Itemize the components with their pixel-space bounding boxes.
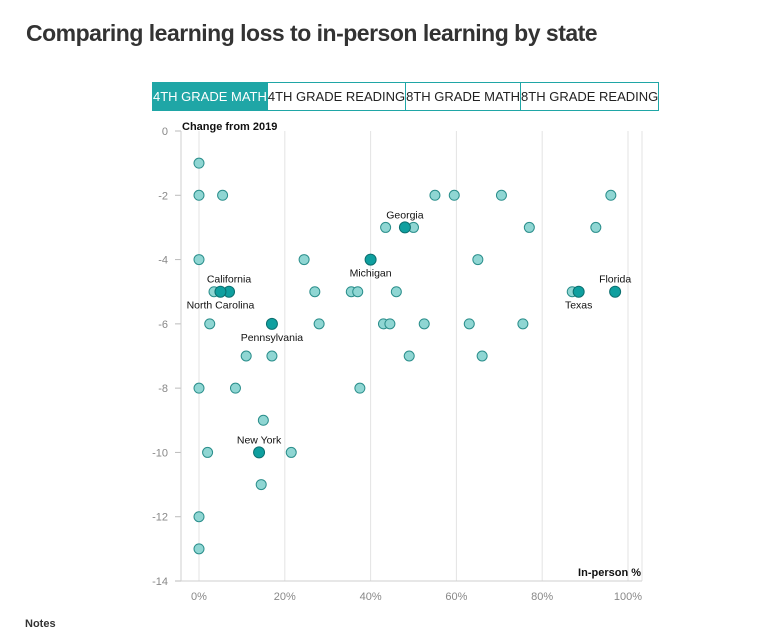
- x-tick-label: 0%: [191, 591, 207, 603]
- tab-8th-grade-reading[interactable]: 8TH GRADE READING: [520, 82, 660, 111]
- state-label: North Carolina: [187, 300, 255, 312]
- highlighted-state-point[interactable]: [364, 253, 377, 266]
- state-point[interactable]: [217, 189, 229, 201]
- state-point[interactable]: [463, 318, 475, 330]
- y-tick-label: -6: [158, 319, 168, 331]
- y-tick-label: -12: [152, 512, 168, 524]
- y-tick-label: -14: [152, 576, 168, 588]
- highlighted-state-point[interactable]: [214, 285, 227, 298]
- state-label: Florida: [599, 274, 631, 286]
- state-point[interactable]: [384, 318, 396, 330]
- state-point[interactable]: [193, 189, 205, 201]
- state-point[interactable]: [240, 350, 252, 362]
- highlighted-state-point[interactable]: [572, 285, 585, 298]
- highlighted-state-point[interactable]: [265, 317, 278, 330]
- state-label: Pennsylvania: [241, 332, 304, 344]
- x-tick-label: 60%: [445, 591, 467, 603]
- state-point[interactable]: [523, 221, 535, 233]
- x-tick-label: 20%: [274, 591, 296, 603]
- y-tick-label: 0: [162, 126, 168, 138]
- state-point[interactable]: [517, 318, 529, 330]
- state-point[interactable]: [193, 543, 205, 555]
- y-axis-label: Change from 2019: [182, 121, 277, 133]
- state-point[interactable]: [193, 382, 205, 394]
- state-point[interactable]: [313, 318, 325, 330]
- state-label: Texas: [565, 300, 592, 312]
- state-point[interactable]: [229, 382, 241, 394]
- state-point[interactable]: [193, 157, 205, 169]
- state-point[interactable]: [448, 189, 460, 201]
- state-point[interactable]: [309, 286, 321, 298]
- y-tick-label: -10: [152, 447, 168, 459]
- state-point[interactable]: [605, 189, 617, 201]
- state-point[interactable]: [193, 511, 205, 523]
- state-point[interactable]: [257, 414, 269, 426]
- state-point[interactable]: [476, 350, 488, 362]
- notes-label[interactable]: Notes: [25, 618, 56, 630]
- state-point[interactable]: [352, 286, 364, 298]
- state-label: California: [207, 274, 252, 286]
- highlighted-state-point[interactable]: [398, 221, 411, 234]
- y-tick-label: -4: [158, 255, 168, 267]
- state-point[interactable]: [354, 382, 366, 394]
- state-point[interactable]: [266, 350, 278, 362]
- state-point[interactable]: [204, 318, 216, 330]
- state-point[interactable]: [202, 446, 214, 458]
- state-label: Georgia: [386, 209, 424, 221]
- state-point[interactable]: [298, 254, 310, 266]
- state-label: New York: [237, 434, 282, 446]
- state-label: Michigan: [350, 268, 392, 280]
- x-tick-label: 100%: [614, 591, 642, 603]
- page-title: Comparing learning loss to in-person lea…: [26, 20, 598, 46]
- state-point[interactable]: [255, 479, 267, 491]
- state-point[interactable]: [390, 286, 402, 298]
- y-tick-label: -2: [158, 190, 168, 202]
- state-point[interactable]: [193, 254, 205, 266]
- tab-4th-grade-math[interactable]: 4TH GRADE MATH: [152, 82, 268, 111]
- highlighted-state-point[interactable]: [253, 446, 266, 459]
- state-point[interactable]: [495, 189, 507, 201]
- state-point[interactable]: [472, 254, 484, 266]
- state-point[interactable]: [418, 318, 430, 330]
- x-axis-label: In-person %: [578, 567, 641, 579]
- state-point[interactable]: [429, 189, 441, 201]
- x-tick-label: 40%: [360, 591, 382, 603]
- y-tick-label: -8: [158, 383, 168, 395]
- highlighted-state-point[interactable]: [609, 285, 622, 298]
- grade-subject-tabs: 4TH GRADE MATH 4TH GRADE READING 8TH GRA…: [152, 82, 660, 111]
- x-tick-label: 80%: [531, 591, 553, 603]
- state-point[interactable]: [380, 221, 392, 233]
- state-point[interactable]: [590, 221, 602, 233]
- state-point[interactable]: [403, 350, 415, 362]
- state-point[interactable]: [285, 446, 297, 458]
- tab-8th-grade-math[interactable]: 8TH GRADE MATH: [405, 82, 522, 111]
